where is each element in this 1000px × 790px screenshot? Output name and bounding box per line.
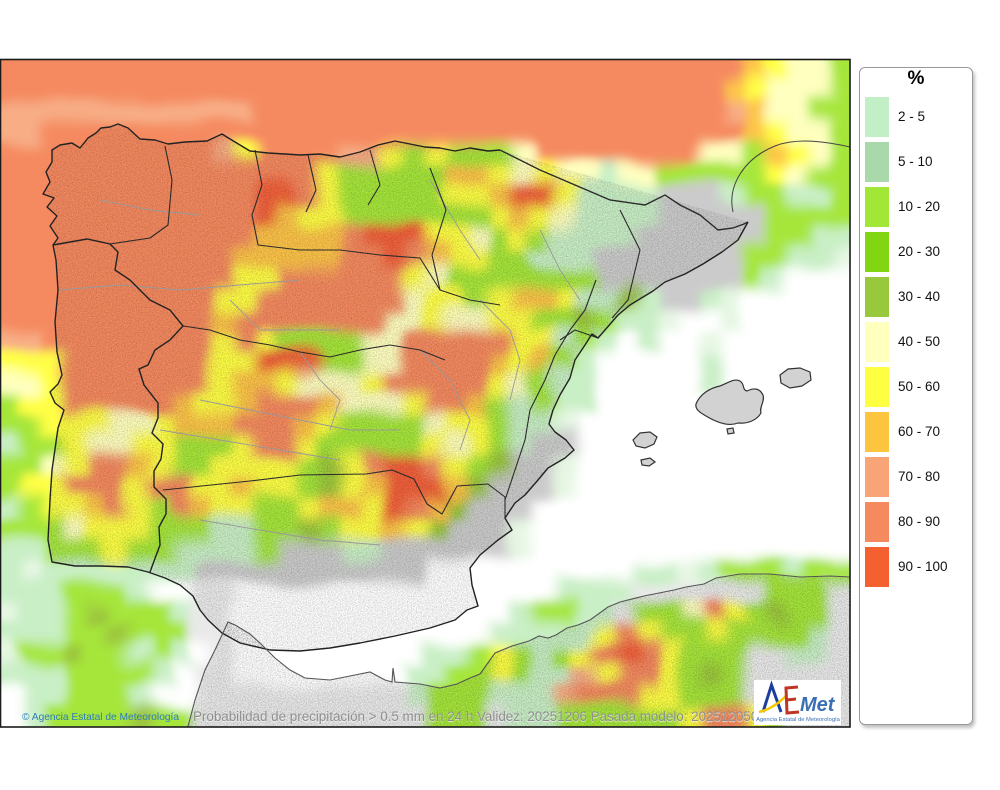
- svg-text:Agencia Estatal de Meteorologí: Agencia Estatal de Meteorología: [756, 717, 841, 723]
- svg-text:Met: Met: [800, 694, 836, 716]
